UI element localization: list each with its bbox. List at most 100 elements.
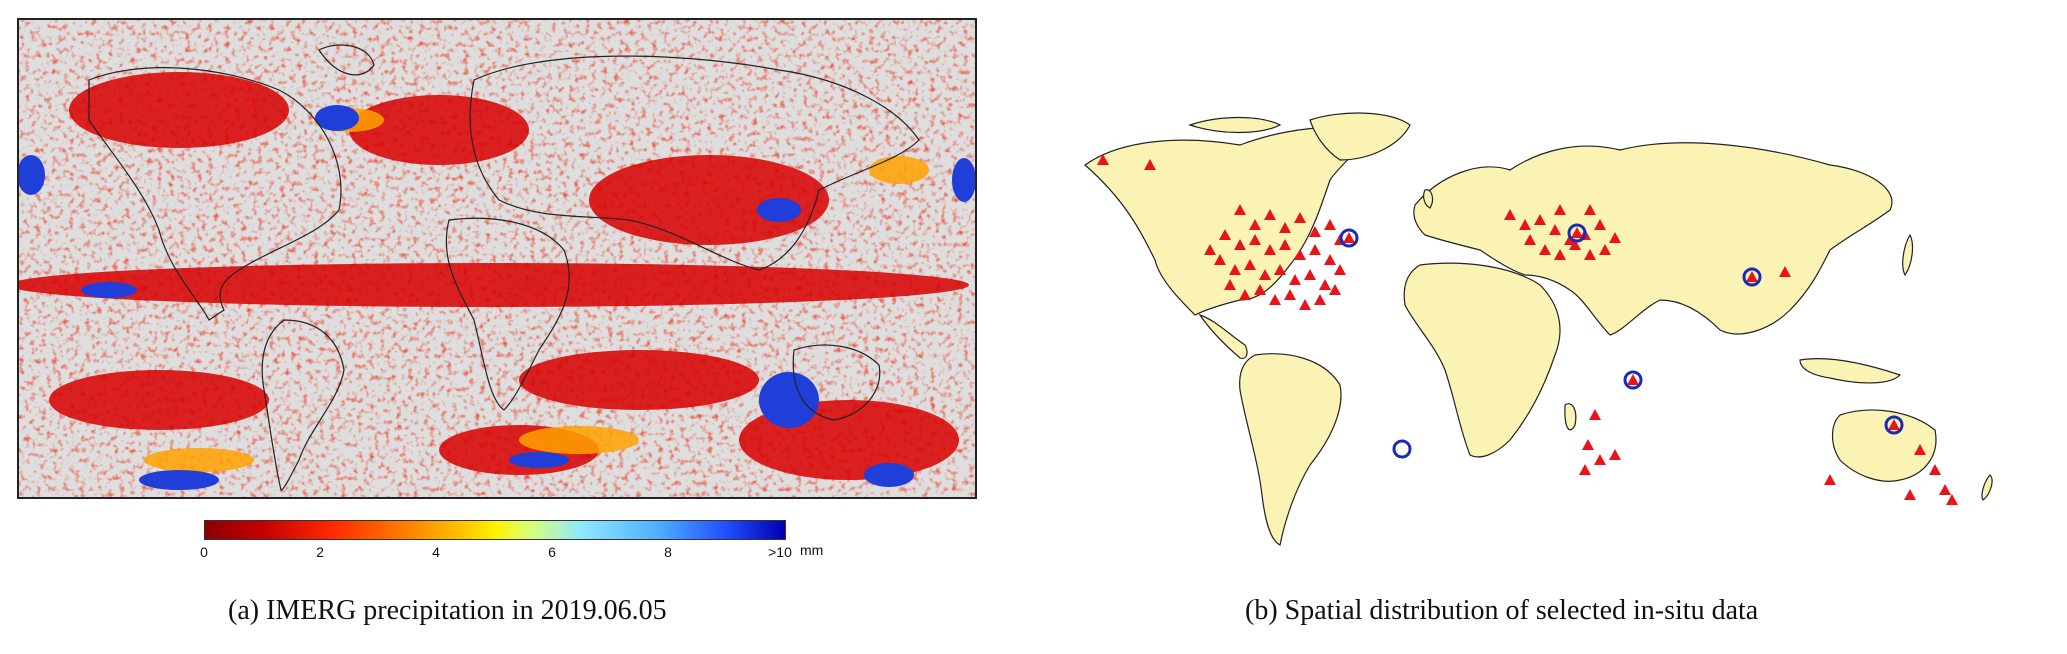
station-triangle [1534, 214, 1546, 225]
station-triangle [1569, 239, 1581, 250]
station-triangle [1343, 232, 1355, 243]
station-triangle [1319, 279, 1331, 290]
indonesia [1799, 358, 1902, 384]
colorbar-unit: mm [800, 542, 824, 558]
station-triangle [1594, 219, 1606, 230]
uk [1423, 189, 1434, 209]
highlight-circle [1567, 223, 1587, 243]
highlight-circle [1392, 439, 1412, 459]
station-triangle [1284, 289, 1296, 300]
station-triangle [1249, 234, 1261, 245]
heavy-rain-patches [19, 105, 975, 490]
highlight-circle [1623, 370, 1643, 390]
south-america [1239, 353, 1342, 546]
colorbar-tick: >10 [768, 544, 792, 560]
panel-b: (b) Spatial distribution of selected in-… [1040, 0, 2067, 654]
station-triangle [1289, 274, 1301, 285]
colorbar-tick: 8 [664, 544, 672, 560]
coastlines [88, 44, 920, 491]
station-triangle [1234, 204, 1246, 215]
station-triangle [1554, 204, 1566, 215]
station-triangle [1304, 269, 1316, 280]
station-triangle [1888, 419, 1900, 430]
colorbar-tick: 4 [432, 544, 440, 560]
madagascar [1564, 403, 1577, 431]
station-triangle [1609, 449, 1621, 460]
station-triangle [1254, 284, 1266, 295]
station-triangle [1579, 464, 1591, 475]
station-markers [1097, 154, 1958, 505]
highlighted-stations [1339, 223, 1904, 459]
station-triangle [1294, 212, 1306, 223]
greenland [1309, 112, 1411, 161]
station-triangle [1224, 279, 1236, 290]
world-station-map-svg [1084, 112, 1993, 546]
station-triangle [1584, 204, 1596, 215]
station-triangle [1564, 234, 1576, 245]
highlight-circle [1339, 228, 1359, 248]
station-triangle [1519, 219, 1531, 230]
station-triangle [1274, 264, 1286, 275]
station-triangle [1939, 484, 1951, 495]
station-triangle [1234, 239, 1246, 250]
eurasia [1413, 142, 1893, 336]
colorbar-tick: 2 [316, 544, 324, 560]
station-triangle [1279, 239, 1291, 250]
station-triangle [1609, 232, 1621, 243]
station-triangle [1324, 254, 1336, 265]
colorbar-tick: 0 [200, 544, 208, 560]
station-triangle [1904, 489, 1916, 500]
station-triangle [1929, 464, 1941, 475]
precipitation-map [17, 18, 977, 499]
highlight-circle [1884, 415, 1904, 435]
station-triangle [1549, 224, 1561, 235]
station-triangle [1214, 254, 1226, 265]
caption-a: (a) IMERG precipitation in 2019.06.05 [228, 595, 667, 626]
station-triangle [1279, 222, 1291, 233]
station-triangle [1627, 374, 1639, 385]
station-triangle [1914, 444, 1926, 455]
station-triangle [1571, 227, 1583, 238]
africa [1403, 262, 1561, 458]
station-triangle [1259, 269, 1271, 280]
australia [1831, 409, 1937, 482]
colorbar-tick: 6 [548, 544, 556, 560]
station-triangle [1229, 264, 1241, 275]
station-triangle [1264, 244, 1276, 255]
station-triangle [1097, 154, 1109, 165]
station-triangle [1946, 494, 1958, 505]
station-triangle [1204, 244, 1216, 255]
station-triangle [1309, 244, 1321, 255]
station-triangle [1584, 249, 1596, 260]
north-america [1084, 126, 1371, 316]
station-triangle [1746, 271, 1758, 282]
station-triangle [1299, 299, 1311, 310]
continents [1084, 112, 1993, 546]
station-triangle [1524, 234, 1536, 245]
station-triangle [1269, 294, 1281, 305]
highlight-circle [1742, 267, 1762, 287]
station-triangle [1539, 244, 1551, 255]
central-america [1198, 313, 1248, 360]
station-triangle [1314, 294, 1326, 305]
station-triangle [1779, 266, 1791, 277]
station-triangle [1264, 209, 1276, 220]
station-triangle [1144, 159, 1156, 170]
arctic-islands [1188, 116, 1282, 134]
station-triangle [1244, 259, 1256, 270]
caption-b: (b) Spatial distribution of selected in-… [1245, 595, 1759, 626]
colorbar [204, 520, 786, 540]
station-triangle [1504, 209, 1516, 220]
station-triangle [1554, 249, 1566, 260]
station-triangle [1324, 219, 1336, 230]
station-triangle [1329, 284, 1341, 295]
japan [1902, 233, 1914, 277]
station-triangle [1824, 474, 1836, 485]
precipitation-map-svg [19, 20, 975, 497]
station-triangle [1594, 454, 1606, 465]
station-triangle [1249, 219, 1261, 230]
station-triangle [1219, 229, 1231, 240]
station-triangle [1239, 289, 1251, 300]
station-triangle [1582, 439, 1594, 450]
panel-a: 0 2 4 6 8 >10 mm (a) IMERG precipitation… [0, 0, 1000, 654]
